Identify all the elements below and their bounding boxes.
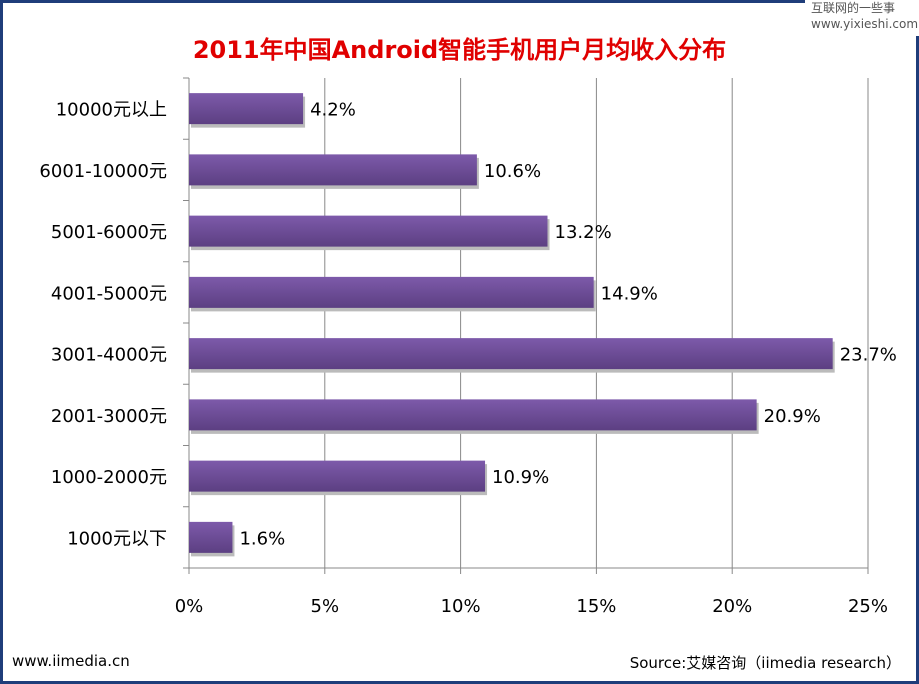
bar <box>189 93 304 125</box>
category-label: 5001-6000元 <box>51 222 167 243</box>
category-label: 6001-10000元 <box>39 161 167 182</box>
category-label: 10000元以上 <box>56 100 167 121</box>
data-label: 10.9% <box>492 467 549 488</box>
category-label: 1000-2000元 <box>51 467 167 488</box>
bar <box>189 338 833 370</box>
bar <box>189 276 594 308</box>
x-tick-label: 10% <box>441 596 481 617</box>
watermark-line1: 互联网的一些事 <box>811 1 896 15</box>
bar <box>189 215 548 247</box>
footer-source: Source:艾媒咨询（iimedia research） <box>629 654 901 672</box>
bar <box>189 399 757 431</box>
data-label: 4.2% <box>310 100 356 121</box>
category-label: 1000元以下 <box>67 528 167 549</box>
data-label: 13.2% <box>555 222 612 243</box>
data-label: 20.9% <box>764 406 821 427</box>
category-label: 4001-5000元 <box>51 283 167 304</box>
x-tick-label: 5% <box>311 596 340 617</box>
x-tick-label: 0% <box>175 596 204 617</box>
bar <box>189 460 486 492</box>
x-tick-label: 25% <box>848 596 888 617</box>
data-label: 1.6% <box>239 528 285 549</box>
watermark-line2: www.yixieshi.com <box>811 17 919 31</box>
footer-website: www.iimedia.cn <box>12 652 130 670</box>
category-label: 2001-3000元 <box>51 406 167 427</box>
watermark: 互联网的一些事 www.yixieshi.com <box>805 0 919 36</box>
x-tick-label: 15% <box>576 596 616 617</box>
category-label: 3001-4000元 <box>51 345 167 366</box>
x-tick-label: 20% <box>712 596 752 617</box>
chart-title: 2011年中国Android智能手机用户月均收入分布 <box>192 36 727 64</box>
bar <box>189 521 233 553</box>
data-label: 14.9% <box>601 283 658 304</box>
data-label: 23.7% <box>840 345 897 366</box>
bar <box>189 154 477 186</box>
data-label: 10.6% <box>484 161 541 182</box>
